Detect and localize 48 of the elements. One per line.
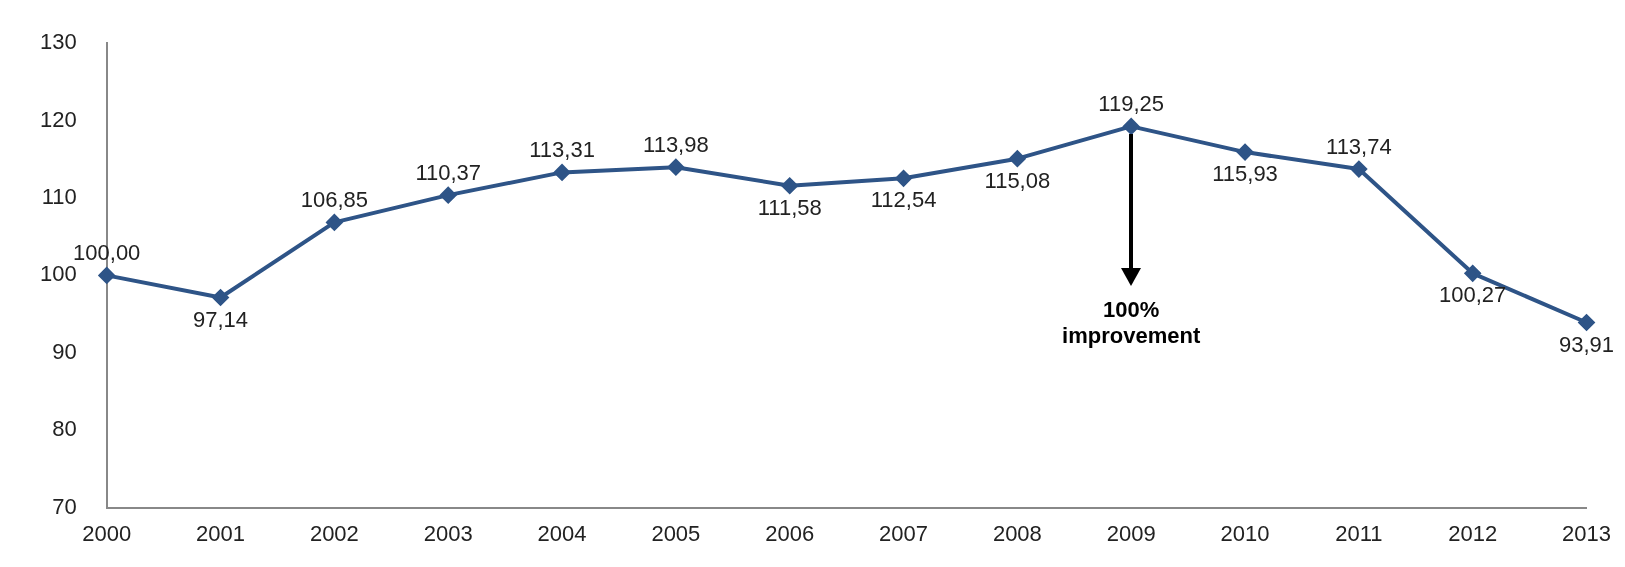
data-label: 111,58 bbox=[757, 194, 822, 220]
point bbox=[1237, 144, 1254, 161]
point bbox=[1578, 314, 1595, 331]
x-tick-label: 2012 bbox=[1448, 520, 1498, 546]
data-label: 100,27 bbox=[1439, 282, 1507, 308]
point bbox=[1123, 118, 1140, 135]
y-tick-label: 130 bbox=[39, 29, 77, 55]
x-tick-label: 2013 bbox=[1562, 520, 1612, 546]
x-tick-label: 2005 bbox=[651, 520, 701, 546]
point bbox=[212, 289, 229, 306]
data-label: 112,54 bbox=[870, 187, 937, 213]
point bbox=[554, 164, 571, 181]
x-tick-label: 2007 bbox=[879, 520, 929, 546]
data-label: 97,14 bbox=[193, 306, 249, 332]
y-tick-label: 80 bbox=[52, 416, 77, 442]
data-label: 113,74 bbox=[1326, 134, 1392, 160]
y-tick-label: 120 bbox=[39, 106, 77, 132]
point bbox=[781, 177, 798, 194]
x-tick-label: 2008 bbox=[992, 520, 1042, 546]
x-tick-label: 2006 bbox=[765, 520, 815, 546]
y-tick-label: 90 bbox=[52, 338, 77, 364]
data-label: 110,37 bbox=[415, 160, 482, 186]
x-tick-label: 2011 bbox=[1335, 520, 1383, 546]
x-tick-label: 2003 bbox=[423, 520, 473, 546]
data-label: 113,98 bbox=[643, 132, 709, 158]
point bbox=[98, 267, 115, 284]
x-tick-label: 2009 bbox=[1106, 520, 1156, 546]
point bbox=[1350, 161, 1367, 178]
point bbox=[326, 214, 343, 231]
data-label: 115,08 bbox=[984, 167, 1051, 193]
y-tick-label: 70 bbox=[52, 493, 77, 519]
x-tick-label: 2002 bbox=[309, 520, 359, 546]
x-tick-label: 2000 bbox=[82, 520, 132, 546]
point bbox=[667, 159, 684, 176]
point bbox=[895, 170, 912, 187]
x-tick-label: 2001 bbox=[196, 520, 246, 546]
data-label: 93,91 bbox=[1559, 331, 1615, 357]
x-tick-label: 2004 bbox=[537, 520, 587, 546]
point bbox=[1009, 150, 1026, 167]
y-tick-label: 110 bbox=[41, 184, 77, 210]
data-label: 119,25 bbox=[1098, 91, 1165, 117]
annotation: 100% improvement bbox=[1062, 297, 1201, 349]
data-label: 106,85 bbox=[300, 187, 369, 213]
point bbox=[1464, 265, 1481, 282]
point bbox=[440, 187, 457, 204]
data-label: 115,93 bbox=[1212, 161, 1278, 187]
data-label: 113,31 bbox=[529, 137, 595, 163]
x-tick-label: 2010 bbox=[1220, 520, 1270, 546]
